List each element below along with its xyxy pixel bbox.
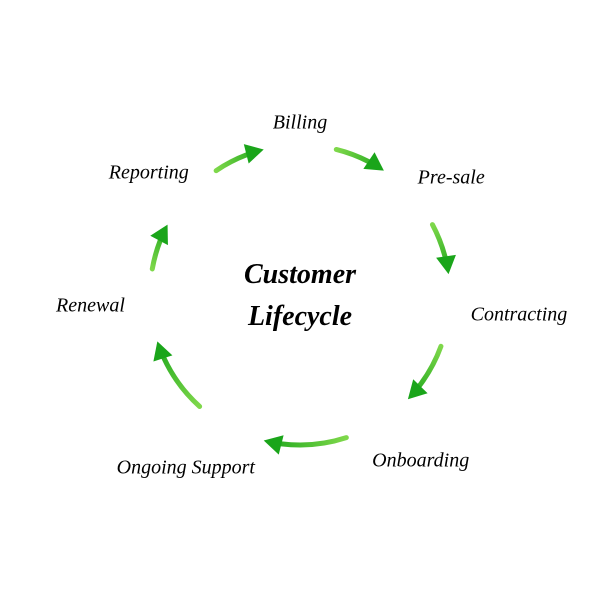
arrow-arc [281,438,346,445]
arrow-head-icon [150,225,168,246]
arrow-head-icon [244,144,264,163]
arrow-arc [152,241,160,269]
arrow-arc [336,149,368,161]
arrow-arc [420,346,441,385]
arrow-arc [432,225,445,257]
stage-label: Contracting [471,303,568,326]
stage-label: Renewal [56,295,125,318]
arrow-head-icon [363,152,384,170]
cycle-diagram: Customer Lifecycle Billing Pre-sale Contra… [0,0,600,600]
arrow-head-icon [408,379,428,399]
stage-label: Ongoing Support [117,456,255,479]
arrow-head-icon [264,435,284,454]
arrow-head-icon [436,255,456,274]
stage-label: Onboarding [372,450,469,473]
title-line-1: Customer [244,254,356,296]
arrow-arc [164,358,200,406]
stage-label: Pre-sale [418,166,485,189]
title-line-2: Lifecycle [244,296,356,338]
stage-label: Billing [273,112,327,135]
arrow-head-icon [153,341,172,361]
arrow-arc [216,155,246,171]
stage-label: Reporting [109,161,189,184]
diagram-title: Customer Lifecycle [244,254,356,338]
